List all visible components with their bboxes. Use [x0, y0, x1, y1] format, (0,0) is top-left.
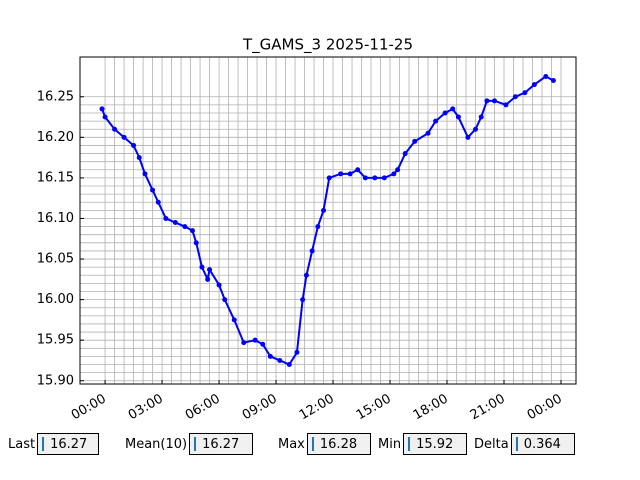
y-tick-label: 15.90: [37, 373, 74, 388]
field-max: Max 16.28: [278, 432, 371, 456]
field-label: Delta: [474, 436, 509, 452]
point: [372, 175, 378, 181]
point: [484, 98, 490, 104]
x-tick-label: 15:00: [354, 392, 394, 424]
point: [286, 362, 292, 368]
x-tick-label: 21:00: [468, 392, 508, 424]
point: [402, 151, 408, 157]
y-tick-label: 16.15: [37, 170, 74, 185]
y-tick-label: 16.00: [37, 292, 74, 307]
point: [425, 130, 431, 136]
point: [362, 175, 368, 181]
point: [205, 276, 211, 282]
point: [381, 175, 387, 181]
field-label: Max: [278, 436, 305, 452]
y-tick-label: 16.05: [37, 252, 74, 267]
chart-title: T_GAMS_3 2025-11-25: [242, 36, 413, 55]
point: [478, 114, 484, 120]
point: [189, 228, 195, 234]
point: [309, 248, 315, 254]
point: [216, 282, 222, 288]
field-value[interactable]: 16.27: [37, 433, 100, 455]
field-mean: Mean(10) 16.27: [125, 432, 254, 456]
point: [241, 340, 247, 346]
field-label: Min: [378, 436, 402, 452]
point: [442, 110, 448, 116]
point: [142, 171, 148, 177]
point: [121, 134, 127, 140]
point: [473, 126, 479, 132]
point: [150, 187, 156, 193]
point: [99, 106, 105, 112]
point: [303, 272, 309, 278]
field-label: Last: [8, 436, 36, 452]
point: [252, 337, 258, 343]
point: [395, 167, 401, 173]
field-value[interactable]: 16.27: [189, 433, 254, 455]
point: [391, 171, 397, 177]
point: [300, 297, 306, 303]
point: [260, 341, 266, 347]
point: [522, 90, 528, 96]
series-line: [101, 75, 554, 366]
point: [163, 215, 169, 221]
x-tick-label: 00:00: [69, 392, 109, 424]
y-tick-label: 15.95: [37, 333, 74, 348]
field-value[interactable]: 0.364: [510, 433, 575, 455]
point: [512, 94, 518, 100]
point: [450, 106, 456, 112]
point: [355, 167, 361, 173]
point: [433, 118, 439, 124]
chart: T_GAMS_3 2025-11-25 15.90 15.95 16.00 16.05…: [37, 36, 577, 424]
y-tick-label: 16.20: [37, 130, 74, 145]
x-tick-label: 18:00: [411, 392, 451, 424]
field-min: Min 15.92: [378, 432, 468, 456]
point: [338, 171, 344, 177]
point: [550, 78, 556, 84]
point: [207, 267, 213, 273]
point: [193, 240, 199, 246]
y-tick-label: 16.25: [37, 89, 74, 104]
point: [267, 353, 273, 359]
point: [465, 134, 471, 140]
field-value[interactable]: 16.28: [306, 433, 371, 455]
x-tick-label: 03:00: [126, 392, 166, 424]
point: [326, 175, 332, 181]
point: [172, 220, 178, 226]
point: [412, 138, 418, 144]
point: [231, 317, 237, 323]
point: [315, 224, 321, 230]
point: [455, 114, 461, 120]
field-last: Last 16.27: [8, 432, 100, 456]
field-label: Mean(10): [125, 436, 188, 452]
y-tick-label: 16.10: [37, 211, 74, 226]
point: [294, 349, 300, 355]
field-value[interactable]: 15.92: [403, 433, 468, 455]
x-tick-label: 06:00: [183, 392, 223, 424]
point: [503, 102, 509, 108]
point: [347, 171, 353, 177]
point: [543, 73, 549, 79]
point: [277, 357, 283, 363]
point: [531, 82, 537, 88]
x-tick-label: 09:00: [240, 392, 280, 424]
point: [131, 142, 137, 148]
point: [136, 155, 142, 161]
point: [199, 264, 205, 270]
x-tick-label: 12:00: [297, 392, 337, 424]
point: [155, 199, 161, 205]
plot-frame: [79, 56, 577, 385]
point: [182, 224, 188, 230]
point: [492, 98, 498, 104]
field-delta: Delta 0.364: [474, 432, 575, 456]
point: [321, 207, 327, 213]
point: [222, 297, 228, 303]
point: [112, 126, 118, 132]
x-tick-label: 00:00: [525, 392, 565, 424]
point: [102, 114, 108, 120]
